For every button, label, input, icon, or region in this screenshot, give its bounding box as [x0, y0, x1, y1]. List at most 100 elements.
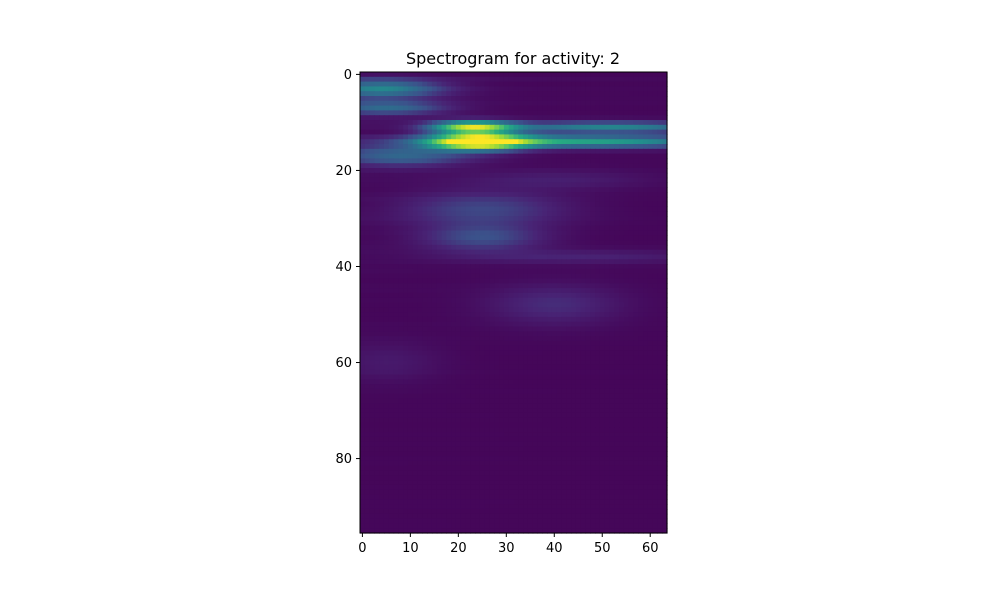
- heatmap-cell: [398, 268, 404, 275]
- heatmap-cell: [513, 249, 519, 256]
- heatmap-cell: [585, 196, 591, 203]
- heatmap-cell: [580, 302, 587, 308]
- heatmap-cell: [508, 124, 515, 131]
- heatmap-cell: [614, 153, 620, 160]
- heatmap-cell: [571, 201, 577, 208]
- heatmap-cell: [364, 312, 371, 318]
- heatmap-cell: [638, 254, 644, 260]
- heatmap-cell: [628, 374, 635, 380]
- heatmap-cell: [499, 110, 505, 116]
- heatmap-cell: [523, 254, 529, 260]
- heatmap-cell: [532, 316, 539, 323]
- heatmap-cell: [484, 312, 491, 318]
- heatmap-cell: [619, 91, 625, 97]
- heatmap-cell: [503, 240, 510, 246]
- heatmap-cell: [379, 408, 385, 414]
- heatmap-cell: [388, 312, 395, 318]
- heatmap-cell: [388, 379, 395, 385]
- heatmap-cell: [523, 374, 529, 380]
- heatmap-cell: [561, 355, 567, 361]
- heatmap-cell: [518, 374, 524, 380]
- heatmap-cell: [614, 254, 620, 260]
- heatmap-cell: [369, 72, 375, 78]
- heatmap-cell: [489, 259, 495, 265]
- heatmap-cell: [427, 393, 433, 400]
- heatmap-cell: [652, 196, 659, 203]
- heatmap-cell: [499, 273, 505, 280]
- heatmap-cell: [379, 412, 385, 419]
- heatmap-cell: [417, 230, 423, 236]
- heatmap-cell: [494, 369, 500, 376]
- heatmap-cell: [657, 307, 663, 313]
- heatmap-cell: [662, 360, 668, 366]
- heatmap-cell: [503, 384, 510, 390]
- heatmap-cell: [604, 292, 611, 299]
- heatmap-cell: [575, 206, 582, 212]
- heatmap-cell: [508, 206, 515, 212]
- heatmap-cell: [470, 384, 476, 390]
- heatmap-cell: [494, 408, 500, 414]
- heatmap-cell: [470, 259, 476, 265]
- heatmap-cell: [652, 374, 659, 380]
- heatmap-cell: [403, 355, 409, 361]
- heatmap-cell: [499, 422, 505, 428]
- heatmap-cell: [446, 254, 452, 260]
- heatmap-cell: [619, 187, 625, 193]
- heatmap-cell: [551, 384, 558, 390]
- heatmap-cell: [556, 240, 563, 246]
- heatmap-cell: [623, 360, 630, 366]
- heatmap-cell: [551, 340, 558, 347]
- heatmap-cell: [441, 273, 447, 280]
- heatmap-cell: [647, 278, 654, 284]
- heatmap-cell: [379, 427, 385, 433]
- heatmap-cell: [364, 412, 371, 419]
- heatmap-cell: [518, 398, 524, 404]
- heatmap-cell: [638, 192, 644, 198]
- heatmap-cell: [374, 292, 380, 299]
- heatmap-cell: [585, 244, 591, 251]
- heatmap-cell: [503, 201, 510, 208]
- heatmap-cell: [599, 139, 606, 145]
- heatmap-cell: [475, 129, 481, 136]
- heatmap-cell: [470, 148, 476, 155]
- heatmap-cell: [623, 139, 630, 145]
- heatmap-cell: [537, 283, 543, 289]
- heatmap-cell: [585, 321, 591, 328]
- heatmap-cell: [508, 393, 515, 400]
- heatmap-cell: [503, 144, 510, 150]
- heatmap-cell: [489, 129, 495, 136]
- heatmap-cell: [590, 72, 596, 78]
- heatmap-cell: [499, 120, 505, 126]
- heatmap-cell: [566, 427, 572, 433]
- heatmap-cell: [436, 374, 443, 380]
- heatmap-cell: [556, 206, 563, 212]
- heatmap-cell: [417, 225, 423, 232]
- heatmap-cell: [360, 76, 366, 83]
- heatmap-cell: [638, 273, 644, 280]
- heatmap-cell: [652, 292, 659, 299]
- heatmap-cell: [662, 134, 668, 140]
- heatmap-cell: [643, 417, 649, 424]
- heatmap-cell: [518, 105, 524, 112]
- heatmap-cell: [585, 134, 591, 140]
- heatmap-cell: [374, 446, 380, 452]
- heatmap-cell: [364, 244, 371, 251]
- heatmap-cell: [571, 120, 577, 126]
- heatmap-cell: [398, 163, 404, 169]
- heatmap-cell: [551, 129, 558, 136]
- heatmap-cell: [518, 115, 524, 121]
- heatmap-cell: [561, 139, 567, 145]
- heatmap-cell: [623, 177, 630, 184]
- heatmap-cell: [513, 417, 519, 424]
- heatmap-cell: [590, 235, 596, 241]
- heatmap-cell: [388, 144, 395, 150]
- heatmap-cell: [475, 355, 481, 361]
- heatmap-cell: [623, 216, 630, 222]
- heatmap-cell: [436, 297, 443, 304]
- heatmap-cell: [647, 355, 654, 361]
- heatmap-cell: [374, 220, 380, 227]
- heatmap-cell: [571, 81, 577, 87]
- heatmap-cell: [532, 168, 539, 174]
- heatmap-cell: [599, 288, 606, 294]
- heatmap-cell: [599, 355, 606, 361]
